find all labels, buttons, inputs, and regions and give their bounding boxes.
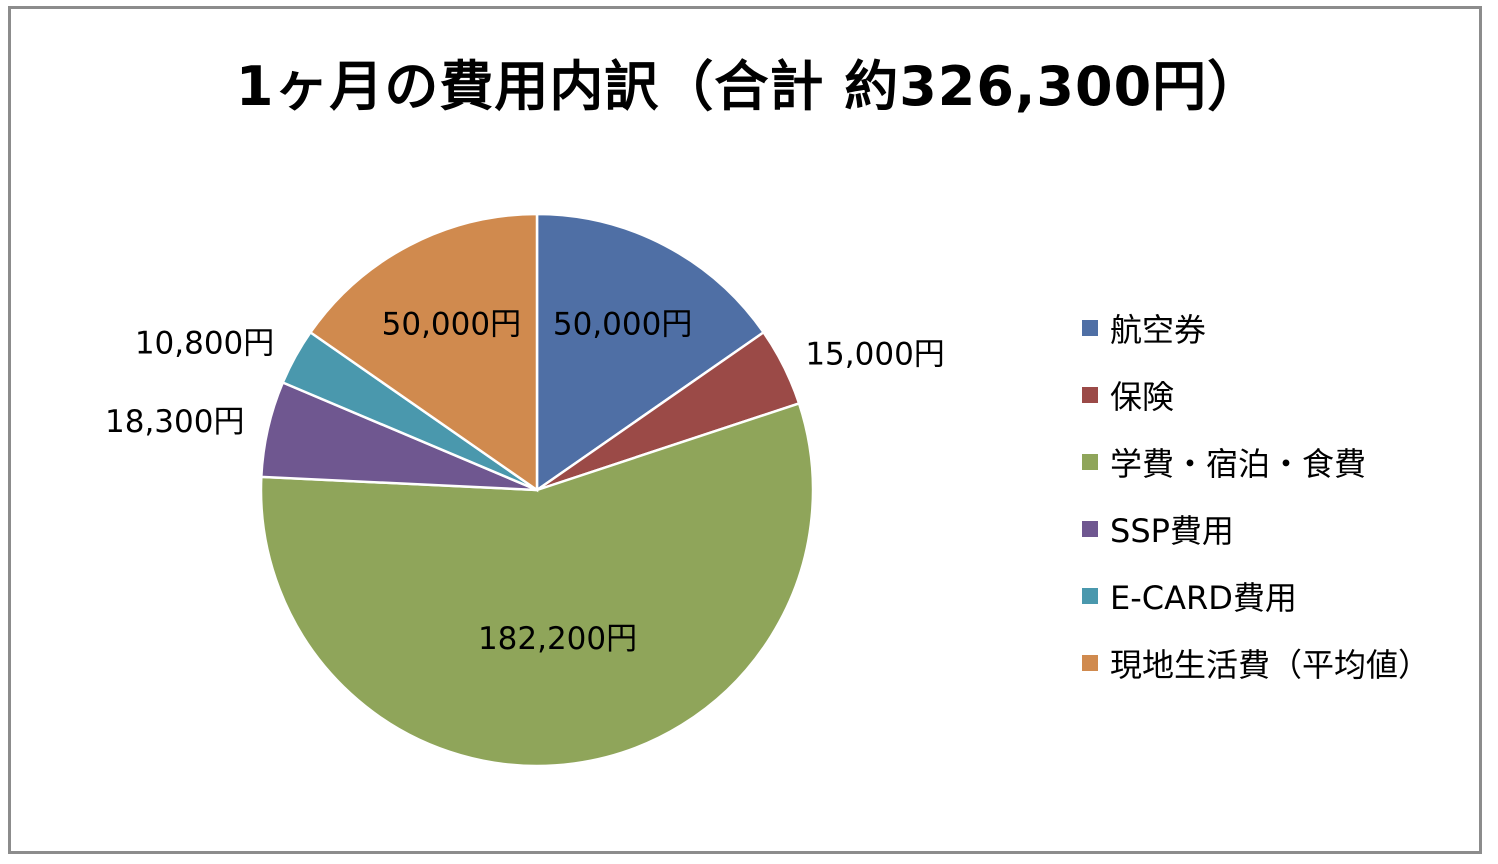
data-label-1: 15,000円 <box>805 336 944 372</box>
pie-slice-0 <box>535 212 766 493</box>
data-label-0: 50,000円 <box>553 307 692 343</box>
legend-label-1: 保険 <box>1110 377 1175 416</box>
legend-label-5: 現地生活費（平均値） <box>1110 645 1431 684</box>
legend-swatch-1 <box>1082 386 1098 403</box>
legend-item-2: 学費・宿泊・食費 <box>1082 428 1430 495</box>
legend-label-2: 学費・宿泊・食費 <box>1110 444 1367 483</box>
chart-title: 1ヶ月の費用内訳（合計 約326,300円） <box>235 55 1263 118</box>
pie-slice-5 <box>308 212 539 493</box>
pie-slice-2 <box>259 401 815 768</box>
legend-label-3: SSP費用 <box>1110 511 1234 550</box>
legend-item-1: 保険 <box>1082 361 1430 428</box>
data-label-2: 182,200円 <box>478 621 637 657</box>
legend-item-0: 航空券 <box>1082 294 1430 361</box>
data-label-5: 50,000円 <box>382 307 521 343</box>
legend-swatch-3 <box>1082 520 1098 537</box>
legend-item-5: 現地生活費（平均値） <box>1082 629 1430 696</box>
legend-swatch-2 <box>1082 453 1098 470</box>
legend-label-0: 航空券 <box>1110 310 1207 349</box>
data-label-3: 18,300円 <box>105 404 244 440</box>
data-label-4: 10,800円 <box>135 326 274 362</box>
legend-swatch-0 <box>1082 319 1098 336</box>
legend-swatch-5 <box>1082 654 1098 671</box>
legend-item-4: E-CARD費用 <box>1082 562 1430 629</box>
legend-swatch-4 <box>1082 587 1098 604</box>
legend-item-3: SSP費用 <box>1082 495 1430 562</box>
legend: 航空券保険学費・宿泊・食費 SSP費用 E-CARD費用現地生活費（平均値） <box>1082 294 1430 696</box>
legend-label-4: E-CARD費用 <box>1110 578 1297 617</box>
